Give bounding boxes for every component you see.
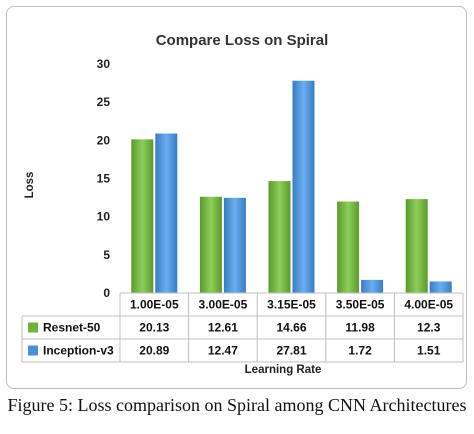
bar-resnet-50 (199, 196, 222, 293)
data-label: 27.81 (276, 344, 306, 358)
y-tick-label: 10 (97, 210, 111, 224)
loss-bar-chart: Compare Loss on Spiral Loss Learning Rat… (21, 32, 464, 376)
bar-resnet-50 (337, 201, 360, 293)
legend-swatch-inception-v3 (28, 345, 38, 356)
y-tick-label: 20 (97, 133, 111, 147)
y-axis-label: Loss (24, 172, 36, 199)
data-label: 12.3 (417, 321, 441, 335)
chart-frame: Compare Loss on Spiral Loss Learning Rat… (6, 6, 467, 389)
bar-resnet-50 (131, 139, 154, 293)
data-label: 20.13 (139, 321, 169, 335)
data-label: 12.47 (208, 344, 238, 358)
legend-label-inception-v3: Inception-v3 (43, 344, 114, 358)
y-tick-label: 25 (97, 95, 111, 109)
data-label: 1.72 (348, 344, 372, 358)
bar-inception-v3 (361, 279, 384, 293)
bar-inception-v3 (155, 133, 178, 293)
chart-title: Compare Loss on Spiral (156, 32, 329, 49)
y-tick-label: 0 (103, 286, 110, 300)
x-tick-label: 3.00E-05 (199, 298, 248, 312)
bar-resnet-50 (268, 181, 291, 293)
bar-inception-v3 (223, 197, 246, 293)
data-label: 11.98 (345, 321, 375, 335)
x-tick-label: 4.00E-05 (404, 298, 453, 312)
data-label: 20.89 (139, 344, 169, 358)
y-tick-label: 5 (103, 248, 110, 262)
legend-swatch-resnet-50 (28, 322, 38, 333)
figure-caption: Figure 5: Loss comparison on Spiral amon… (7, 395, 467, 415)
y-tick-label: 15 (97, 172, 111, 186)
x-tick-label: 3.15E-05 (267, 298, 316, 312)
bar-inception-v3 (292, 80, 315, 293)
data-label: 14.66 (276, 321, 306, 335)
x-axis-label: Learning Rate (245, 364, 322, 376)
x-tick-label: 1.00E-05 (130, 298, 179, 312)
data-label: 1.51 (417, 344, 441, 358)
x-tick-label: 3.50E-05 (336, 298, 385, 312)
data-label: 12.61 (208, 321, 238, 335)
y-tick-label: 30 (97, 57, 111, 71)
bar-inception-v3 (429, 281, 452, 293)
legend-label-resnet-50: Resnet-50 (43, 321, 101, 335)
bar-resnet-50 (405, 199, 428, 293)
